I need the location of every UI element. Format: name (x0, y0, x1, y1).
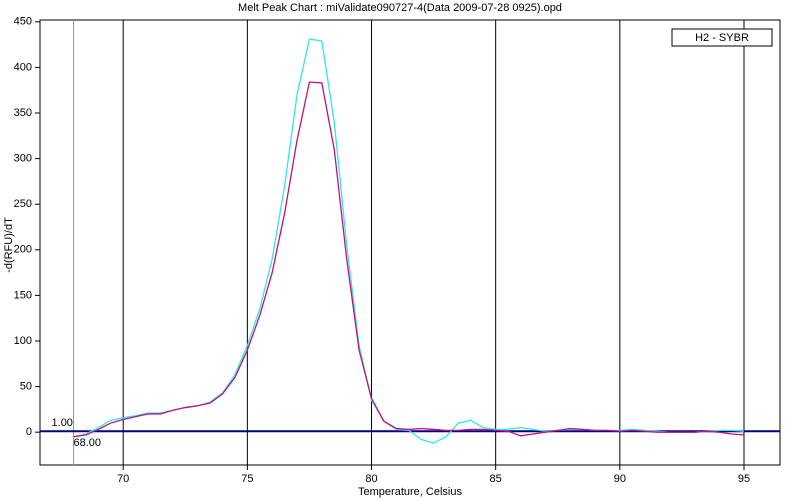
y-tick-label: 350 (14, 107, 32, 119)
y-tick-label: 300 (14, 153, 32, 165)
legend-label: H2 - SYBR (695, 32, 749, 44)
x-tick-label: 70 (117, 473, 129, 485)
y-tick-label: 200 (14, 244, 32, 256)
marker-label: 68.00 (74, 437, 102, 449)
x-tick-label: 80 (365, 473, 377, 485)
x-tick-label: 85 (490, 473, 502, 485)
y-tick-label: 150 (14, 289, 32, 301)
y-tick-label: 0 (26, 426, 32, 438)
y-tick-label: 100 (14, 335, 32, 347)
plot-area (39, 19, 781, 466)
chart-title: Melt Peak Chart : miValidate090727-4(Dat… (238, 2, 562, 14)
x-tick-label: 75 (241, 473, 253, 485)
threshold-label: 1.00 (52, 417, 73, 429)
y-tick-label: 400 (14, 61, 32, 73)
y-tick-label: 450 (14, 16, 32, 28)
x-tick-label: 90 (614, 473, 626, 485)
y-tick-label: 50 (20, 380, 32, 392)
series-line (73, 81, 745, 438)
y-tick-label: 250 (14, 198, 32, 210)
x-axis-label: Temperature, Celsius (358, 486, 462, 498)
y-axis-label: -d(RFU)/dT (3, 217, 15, 273)
legend-box (671, 28, 773, 47)
x-tick-label: 95 (738, 473, 750, 485)
